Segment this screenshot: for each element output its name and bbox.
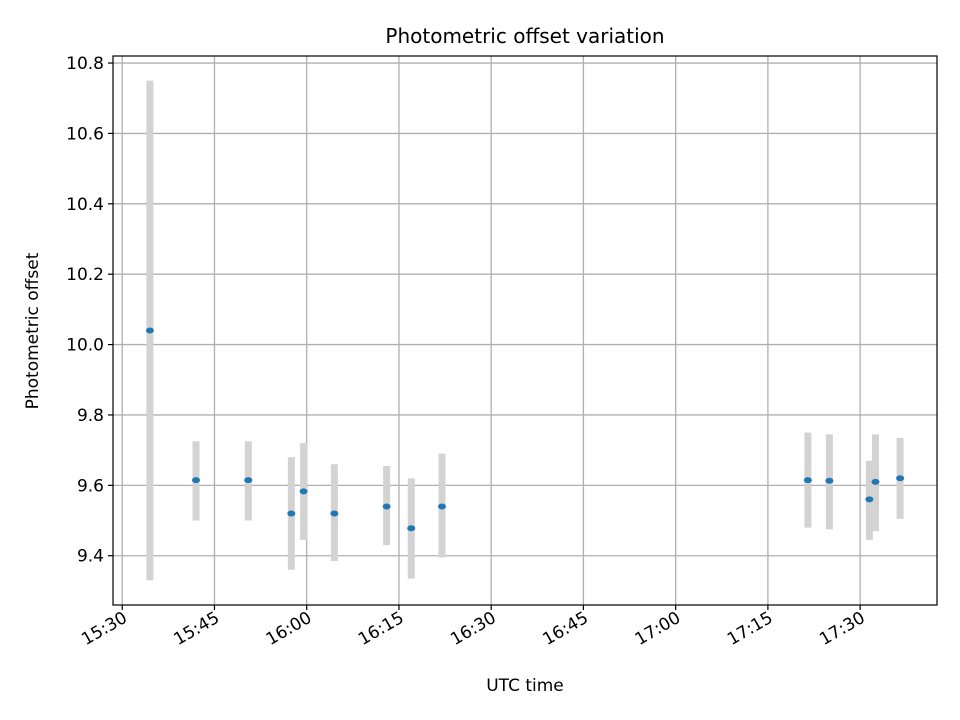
y-tick-label: 10.0 (66, 336, 104, 356)
data-point (382, 503, 391, 510)
y-tick-label: 10.4 (66, 195, 104, 215)
data-point (437, 503, 446, 510)
y-tick-label: 9.6 (77, 476, 104, 496)
plot-frame (112, 55, 938, 606)
y-tick-label: 9.8 (77, 406, 104, 426)
y-tick-label: 10.2 (66, 265, 104, 285)
data-point (192, 477, 201, 484)
data-point (407, 525, 416, 532)
data-point (896, 475, 905, 482)
y-tick-label: 10.8 (66, 54, 104, 74)
data-point (865, 496, 874, 503)
y-axis: 9.4 9.6 9.8 10.0 10.2 10.4 10.6 10.8 (66, 54, 113, 567)
data-point (825, 477, 834, 484)
data-point (330, 510, 339, 517)
data-point (871, 478, 880, 485)
chart-title: Photometric offset variation (385, 24, 664, 48)
data-point (287, 510, 296, 517)
data-point (803, 477, 812, 484)
y-tick-label: 10.6 (66, 124, 104, 144)
y-axis-title: Photometric offset (23, 252, 43, 409)
x-axis-title: UTC time (486, 676, 564, 696)
data-point (299, 488, 308, 495)
data-point (145, 327, 154, 334)
data-point (244, 477, 253, 484)
y-tick-label: 9.4 (77, 547, 104, 567)
data-points (145, 327, 905, 532)
